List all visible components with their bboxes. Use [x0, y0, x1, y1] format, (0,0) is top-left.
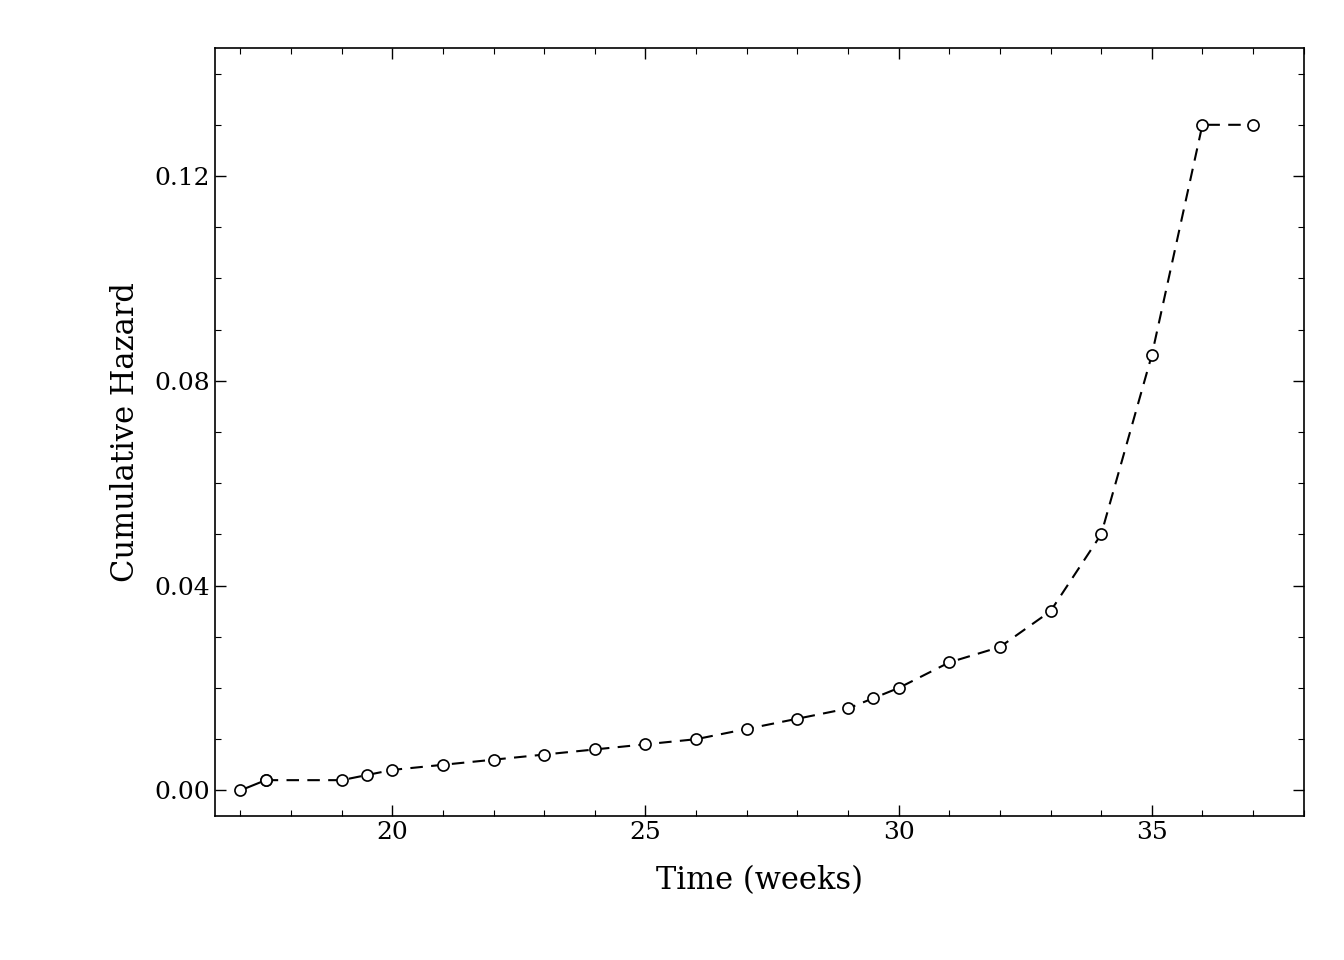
X-axis label: Time (weeks): Time (weeks)	[656, 865, 863, 896]
Y-axis label: Cumulative Hazard: Cumulative Hazard	[110, 282, 141, 582]
